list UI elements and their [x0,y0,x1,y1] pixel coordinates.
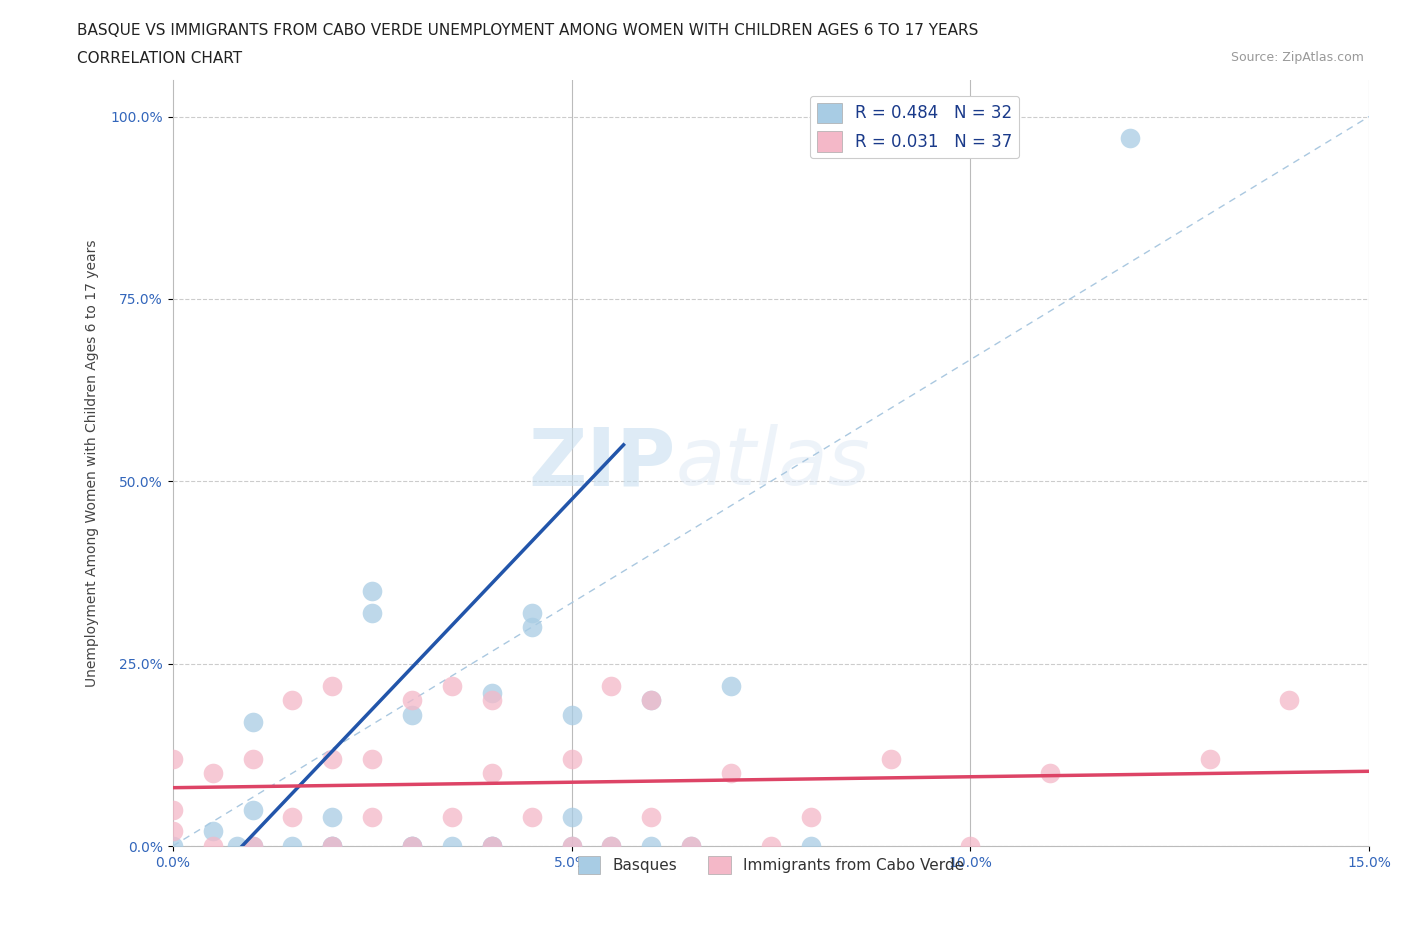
Y-axis label: Unemployment Among Women with Children Ages 6 to 17 years: Unemployment Among Women with Children A… [86,239,100,687]
Point [201,824,224,839]
Point [600,678,623,693]
Point [640,809,662,824]
Point [321,678,343,693]
Point [560,708,582,723]
Point [281,839,304,854]
Point [640,839,662,854]
Text: atlas: atlas [675,424,870,502]
Point [401,708,423,723]
Point [1278,693,1301,708]
Legend: Basques, Immigrants from Cabo Verde: Basques, Immigrants from Cabo Verde [571,850,970,881]
Point [321,839,343,854]
Point [481,839,503,854]
Point [600,839,623,854]
Point [879,751,901,766]
Point [560,839,582,854]
Point [242,839,264,854]
Point [361,605,384,620]
Point [959,839,981,854]
Point [242,839,264,854]
Text: CORRELATION CHART: CORRELATION CHART [77,51,242,66]
Point [800,839,823,854]
Point [681,839,703,854]
Point [1198,751,1220,766]
Point [520,605,543,620]
Point [361,583,384,598]
Point [401,839,423,854]
Point [401,839,423,854]
Point [600,839,623,854]
Point [401,693,423,708]
Point [681,839,703,854]
Point [1119,131,1142,146]
Point [481,685,503,700]
Point [321,751,343,766]
Point [401,839,423,854]
Point [201,839,224,854]
Text: BASQUE VS IMMIGRANTS FROM CABO VERDE UNEMPLOYMENT AMONG WOMEN WITH CHILDREN AGES: BASQUE VS IMMIGRANTS FROM CABO VERDE UNE… [77,23,979,38]
Point [162,803,184,817]
Point [481,693,503,708]
Point [242,714,264,729]
Point [321,839,343,854]
Point [321,839,343,854]
Point [201,765,224,780]
Point [225,839,247,854]
Text: Source: ZipAtlas.com: Source: ZipAtlas.com [1230,51,1364,64]
Point [281,693,304,708]
Point [481,765,503,780]
Point [520,619,543,634]
Point [1039,765,1062,780]
Point [560,839,582,854]
Point [520,809,543,824]
Point [162,751,184,766]
Point [759,839,782,854]
Point [440,809,463,824]
Point [242,803,264,817]
Point [481,839,503,854]
Text: ZIP: ZIP [529,424,675,502]
Point [640,693,662,708]
Point [959,131,981,146]
Point [720,765,742,780]
Point [560,809,582,824]
Point [481,839,503,854]
Point [440,678,463,693]
Point [281,809,304,824]
Point [440,839,463,854]
Point [800,809,823,824]
Point [162,824,184,839]
Point [720,678,742,693]
Point [361,809,384,824]
Point [321,809,343,824]
Point [361,751,384,766]
Point [640,693,662,708]
Point [162,839,184,854]
Point [242,751,264,766]
Point [560,751,582,766]
